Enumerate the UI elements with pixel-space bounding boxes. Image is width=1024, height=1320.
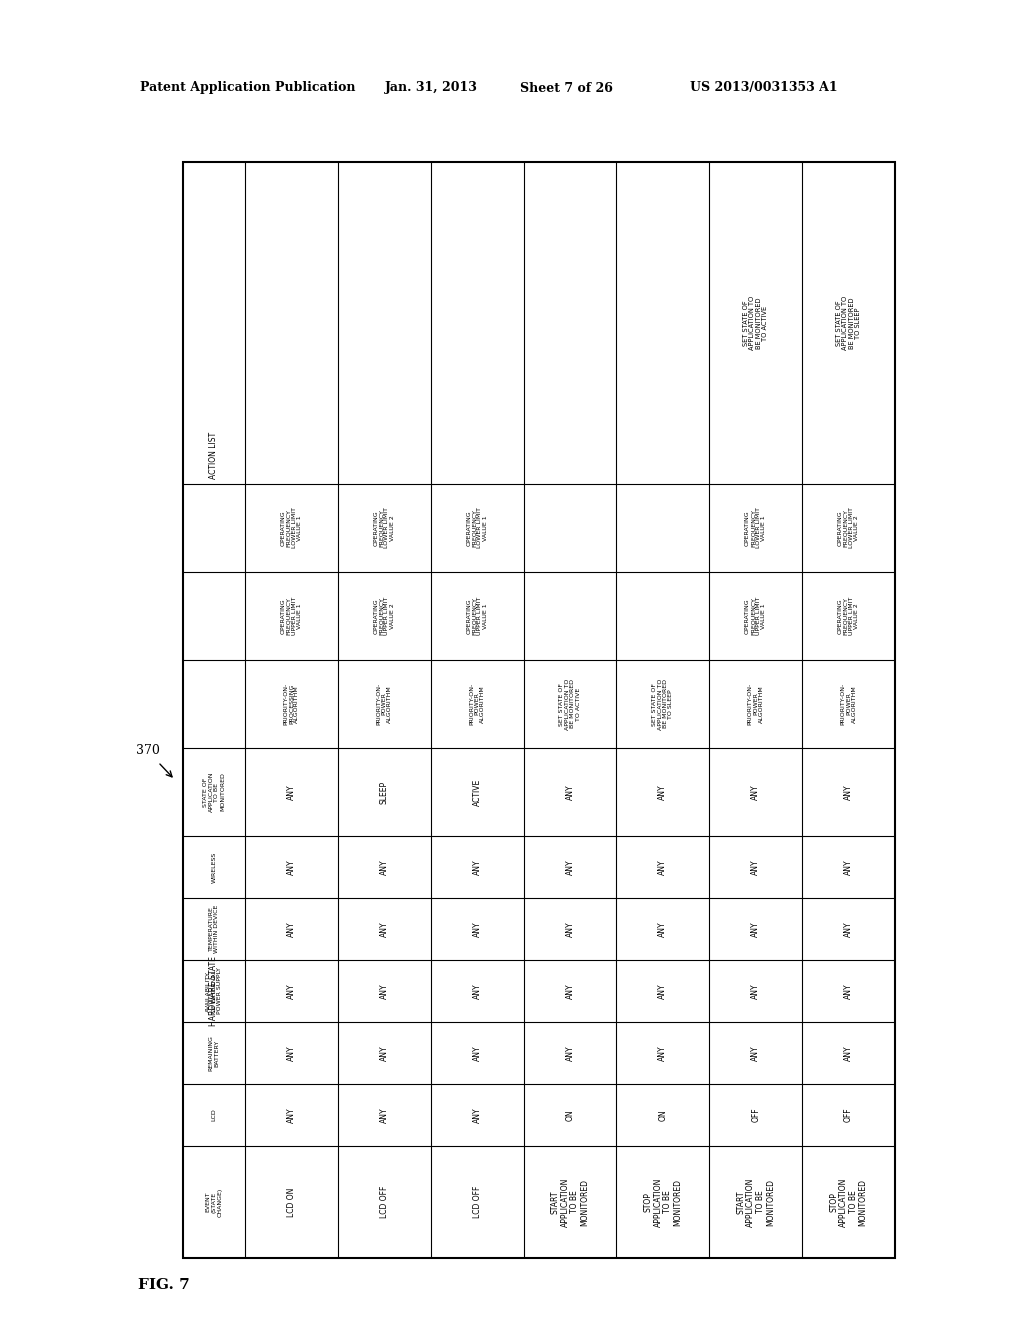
Text: WIRELESS: WIRELESS (212, 851, 216, 883)
Text: ANY: ANY (844, 1045, 853, 1061)
Text: OFF: OFF (844, 1107, 853, 1122)
Text: ANY: ANY (752, 921, 760, 937)
Text: LCD: LCD (212, 1109, 216, 1122)
Text: ANY: ANY (752, 784, 760, 800)
Text: ANY: ANY (473, 1045, 481, 1061)
Text: PRIORITY-ON-
POWER
ALGORITHM: PRIORITY-ON- POWER ALGORITHM (841, 682, 856, 725)
Text: START
APPLICATION
TO BE
MONITORED: START APPLICATION TO BE MONITORED (736, 1177, 775, 1226)
Text: ANY: ANY (473, 1107, 481, 1123)
Text: STOP
APPLICATION
TO BE
MONITORED: STOP APPLICATION TO BE MONITORED (644, 1177, 682, 1226)
Text: Jan. 31, 2013: Jan. 31, 2013 (385, 82, 478, 95)
Text: ANY: ANY (658, 859, 668, 875)
Text: SET STATE OF
APPLICATION TO
BE MONITORED
TO SLEEP: SET STATE OF APPLICATION TO BE MONITORED… (652, 678, 674, 730)
Text: OPERATING
FREQUENCY
LOWER LIMIT
VALUE 2: OPERATING FREQUENCY LOWER LIMIT VALUE 2 (838, 507, 859, 549)
Text: Patent Application Publication: Patent Application Publication (140, 82, 355, 95)
Text: STOP
APPLICATION
TO BE
MONITORED: STOP APPLICATION TO BE MONITORED (829, 1177, 867, 1226)
Text: US 2013/0031353 A1: US 2013/0031353 A1 (690, 82, 838, 95)
Text: ON: ON (658, 1109, 668, 1121)
Text: OPERATING
FREQUENCY
LOWER LIMIT
VALUE 1: OPERATING FREQUENCY LOWER LIMIT VALUE 1 (281, 507, 302, 549)
Text: Sheet 7 of 26: Sheet 7 of 26 (520, 82, 613, 95)
Text: STATE OF
APPLICATION
TO BE
MONITORED: STATE OF APPLICATION TO BE MONITORED (203, 772, 225, 812)
Text: ON: ON (565, 1109, 574, 1121)
Text: OPERATING
FREQUENCY
UPPER LIMIT
VALUE 2: OPERATING FREQUENCY UPPER LIMIT VALUE 2 (374, 597, 395, 635)
Text: ANY: ANY (473, 921, 481, 937)
Text: ANY: ANY (287, 1045, 296, 1061)
Text: EVENT
(STATE
CHANGE): EVENT (STATE CHANGE) (206, 1188, 222, 1217)
Text: LCD ON: LCD ON (287, 1187, 296, 1217)
Text: ANY: ANY (844, 921, 853, 937)
Text: PRIORITY-ON-
POWER
ALGORITHM: PRIORITY-ON- POWER ALGORITHM (469, 682, 485, 725)
Text: ANY: ANY (565, 983, 574, 999)
Text: ANY: ANY (844, 784, 853, 800)
Text: ANY: ANY (565, 1045, 574, 1061)
Bar (183, 162, 895, 1258)
Text: OPERATING
FREQUENCY
UPPER LIMIT
VALUE 1: OPERATING FREQUENCY UPPER LIMIT VALUE 1 (467, 597, 487, 635)
Text: ANY: ANY (752, 859, 760, 875)
Text: ANY: ANY (658, 983, 668, 999)
Text: START
APPLICATION
TO BE
MONITORED: START APPLICATION TO BE MONITORED (551, 1177, 589, 1226)
Text: PRIORITY-ON-
POWER
ALGORITHM: PRIORITY-ON- POWER ALGORITHM (748, 682, 764, 725)
Text: OPERATING
FREQUENCY
UPPER LIMIT
VALUE 1: OPERATING FREQUENCY UPPER LIMIT VALUE 1 (281, 597, 302, 635)
Text: ANY: ANY (380, 1107, 389, 1123)
Text: ACTION LIST: ACTION LIST (210, 432, 218, 479)
Text: OPERATING
FREQUENCY
UPPER LIMIT
VALUE 2: OPERATING FREQUENCY UPPER LIMIT VALUE 2 (838, 597, 859, 635)
Text: HARDWARE STATE: HARDWARE STATE (210, 956, 218, 1026)
Text: ACTIVE: ACTIVE (473, 779, 481, 805)
Text: ANY: ANY (658, 784, 668, 800)
Text: ANY: ANY (752, 1045, 760, 1061)
Text: SLEEP: SLEEP (380, 780, 389, 804)
Text: ANY: ANY (565, 921, 574, 937)
Text: ANY: ANY (565, 784, 574, 800)
Text: ANY: ANY (658, 921, 668, 937)
Text: OPERATING
FREQUENCY
LOWER LIMIT
VALUE 1: OPERATING FREQUENCY LOWER LIMIT VALUE 1 (467, 507, 487, 549)
Text: PRIORITY-ON-
PROCESSING
ALGORITHM: PRIORITY-ON- PROCESSING ALGORITHM (284, 682, 299, 725)
Text: ANY: ANY (380, 1045, 389, 1061)
Text: OPERATING
FREQUENCY
LOWER LIMIT
VALUE 2: OPERATING FREQUENCY LOWER LIMIT VALUE 2 (374, 507, 395, 549)
Text: OPERATING
FREQUENCY
LOWER LIMIT
VALUE 1: OPERATING FREQUENCY LOWER LIMIT VALUE 1 (745, 507, 766, 549)
Text: TEMPERATURE
WITHIN DEVICE: TEMPERATURE WITHIN DEVICE (209, 904, 219, 953)
Text: FIG. 7: FIG. 7 (138, 1278, 189, 1292)
Text: ANY: ANY (287, 1107, 296, 1123)
Text: 370: 370 (136, 743, 160, 756)
Text: AVAILABILITY
OF EXTERNAL
POWER SUPPLY: AVAILABILITY OF EXTERNAL POWER SUPPLY (206, 968, 222, 1015)
Text: ANY: ANY (844, 859, 853, 875)
Text: SET STATE OF
APPLICATION TO
BE MONITORED
TO ACTIVE: SET STATE OF APPLICATION TO BE MONITORED… (559, 678, 581, 730)
Text: PRIORITY-ON-
POWER
ALGORITHM: PRIORITY-ON- POWER ALGORITHM (377, 682, 392, 725)
Text: REMAINING
BATTERY: REMAINING BATTERY (209, 1035, 219, 1071)
Text: ANY: ANY (473, 859, 481, 875)
Text: ANY: ANY (287, 859, 296, 875)
Text: ANY: ANY (380, 983, 389, 999)
Text: ANY: ANY (380, 859, 389, 875)
Text: ANY: ANY (473, 983, 481, 999)
Text: ANY: ANY (752, 983, 760, 999)
Text: SET STATE OF
APPLICATION TO
BE MONITORED
TO SLEEP: SET STATE OF APPLICATION TO BE MONITORED… (836, 296, 861, 350)
Text: ANY: ANY (287, 784, 296, 800)
Text: ANY: ANY (287, 983, 296, 999)
Text: OPERATING
FREQUENCY
UPPER LIMIT
VALUE 1: OPERATING FREQUENCY UPPER LIMIT VALUE 1 (745, 597, 766, 635)
Text: ANY: ANY (565, 859, 574, 875)
Text: LCD OFF: LCD OFF (473, 1185, 481, 1218)
Text: SET STATE OF
APPLICATION TO
BE MONITORED
TO ACTIVE: SET STATE OF APPLICATION TO BE MONITORED… (743, 296, 768, 350)
Text: ANY: ANY (287, 921, 296, 937)
Text: ANY: ANY (844, 983, 853, 999)
Text: OFF: OFF (752, 1107, 760, 1122)
Text: LCD OFF: LCD OFF (380, 1185, 389, 1218)
Text: ANY: ANY (658, 1045, 668, 1061)
Text: ANY: ANY (380, 921, 389, 937)
